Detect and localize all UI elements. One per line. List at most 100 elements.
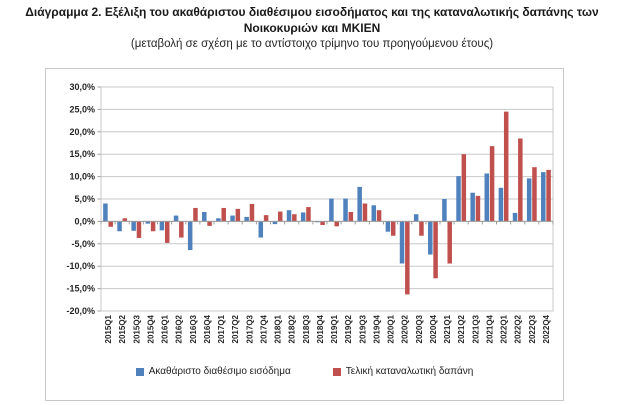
bar-consumption-2017Q2	[235, 208, 241, 222]
x-axis-label: 2018Q1	[274, 314, 283, 343]
bar-consumption-2016Q3	[193, 207, 198, 222]
bar-income-2020Q4	[428, 221, 433, 255]
x-axis-label: 2021Q3	[471, 314, 480, 343]
bar-consumption-2022Q2	[518, 138, 523, 222]
bar-consumption-2018Q3	[306, 207, 311, 222]
chart-legend: Ακαθάριστο διαθέσιμο εισόδημα Τελική κατ…	[46, 366, 563, 377]
bar-consumption-2018Q4	[320, 221, 325, 225]
y-axis-label: 20,0%	[69, 127, 95, 137]
bar-income-2020Q3	[413, 214, 419, 222]
bar-income-2022Q3	[526, 178, 532, 222]
bar-income-2021Q4	[484, 173, 490, 222]
bar-chart-plot: 30,0% 25,0% 20,0% 15,0% 10,0% 5,0% 0,0% -5,0% -1…	[66, 82, 554, 343]
x-axis-label: 2021Q1	[443, 314, 452, 343]
chart-header: Διάγραμμα 2. Εξέλιξη του ακαθάριστου δια…	[0, 4, 624, 52]
bar-income-2019Q2	[343, 198, 348, 222]
x-axis-label: 2021Q4	[485, 314, 494, 343]
x-axis-label: 2020Q4	[429, 314, 438, 343]
bar-income-2017Q3	[244, 216, 249, 222]
bar-consumption-2017Q1	[221, 207, 226, 222]
x-axis-label: 2019Q3	[358, 314, 367, 343]
x-axis-label: 2020Q3	[415, 314, 424, 343]
x-axis-label: 2021Q2	[457, 314, 466, 343]
bar-consumption-2019Q3	[362, 203, 368, 222]
y-axis-label: 10,0%	[69, 172, 95, 182]
x-axis-label: 2019Q2	[344, 314, 353, 343]
y-axis-label: 15,0%	[69, 149, 95, 159]
bar-consumption-2015Q4	[150, 221, 156, 232]
y-axis-label: -20,0%	[66, 306, 95, 316]
bar-consumption-2018Q2	[292, 214, 297, 222]
x-axis-label: 2017Q2	[231, 314, 240, 343]
bar-consumption-2020Q4	[433, 221, 438, 279]
chart-title-line1: Διάγραμμα 2. Εξέλιξη του ακαθάριστου δια…	[25, 5, 599, 19]
bar-income-2018Q3	[300, 212, 306, 222]
y-axis-label: 30,0%	[69, 82, 95, 92]
bar-consumption-2015Q1	[108, 221, 113, 227]
bar-consumption-2015Q2	[122, 218, 128, 222]
bar-income-2021Q1	[442, 199, 447, 222]
bar-consumption-2017Q4	[263, 215, 269, 222]
bar-income-2020Q1	[385, 221, 391, 232]
bar-income-2018Q2	[286, 210, 292, 222]
x-axis-label: 2018Q2	[288, 314, 297, 343]
bar-income-2021Q2	[456, 176, 461, 222]
bar-consumption-2020Q1	[390, 221, 396, 236]
bar-consumption-2018Q1	[277, 211, 283, 222]
bar-income-2019Q3	[357, 186, 362, 222]
consumption-legend-swatch-icon	[332, 367, 341, 376]
bar-consumption-2021Q1	[447, 221, 452, 264]
x-axis-label: 2016Q2	[175, 314, 184, 343]
legend-item-consumption: Τελική καταναλωτική δαπάνη	[332, 366, 474, 377]
x-axis-label: 2022Q4	[542, 314, 551, 343]
bar-consumption-2019Q2	[348, 211, 354, 222]
x-axis-label: 2019Q1	[330, 314, 339, 343]
legend-label-consumption: Τελική καταναλωτική δαπάνη	[345, 366, 474, 377]
bar-consumption-2016Q4	[207, 221, 212, 226]
x-axis-label: 2020Q2	[401, 314, 410, 343]
bar-income-2017Q4	[258, 221, 264, 238]
x-axis-label: 2022Q2	[514, 314, 523, 343]
y-axis-label: 25,0%	[69, 104, 95, 114]
x-axis-label: 2015Q1	[104, 314, 113, 343]
x-axis-label: 2017Q3	[245, 314, 254, 343]
bar-consumption-2021Q3	[475, 195, 481, 222]
bar-consumption-2017Q3	[249, 203, 255, 222]
bar-income-2018Q1	[272, 221, 278, 225]
chart-subtitle: (μεταβολή σε σχέση με το αντίστοιχο τρίμ…	[130, 38, 494, 50]
x-axis-label: 2017Q1	[217, 314, 226, 343]
chart-area: 30,0% 25,0% 20,0% 15,0% 10,0% 5,0% 0,0% -5,0% -1…	[45, 68, 564, 401]
chart-title-line2: Νοικοκυριών και ΜΚΙΕΝ	[243, 21, 381, 35]
x-axis-label: 2015Q2	[118, 314, 127, 343]
bar-income-2021Q3	[470, 192, 475, 222]
x-axis-label: 2016Q3	[189, 314, 198, 343]
x-axis-label: 2018Q4	[316, 314, 325, 343]
y-axis-label: 5,0%	[74, 194, 95, 204]
bar-consumption-2022Q4	[546, 169, 551, 222]
bar-consumption-2022Q1	[503, 111, 509, 222]
bar-income-2019Q1	[329, 198, 334, 222]
bar-consumption-2022Q3	[532, 167, 537, 222]
bar-income-2019Q4	[371, 205, 377, 222]
legend-item-income: Ακαθάριστο διαθέσιμο εισόδημα	[135, 366, 291, 377]
x-axis-label: 2020Q1	[387, 314, 396, 343]
income-legend-swatch-icon	[135, 367, 144, 376]
x-axis-label: 2017Q4	[259, 314, 268, 343]
bar-income-2020Q2	[399, 221, 405, 264]
y-axis-label: -10,0%	[66, 261, 95, 271]
bar-consumption-2021Q2	[461, 154, 467, 222]
y-axis-label: -5,0%	[71, 239, 95, 249]
bar-income-2022Q4	[541, 172, 546, 222]
bar-consumption-2015Q3	[136, 221, 142, 238]
x-axis-label: 2015Q3	[132, 314, 141, 343]
bar-consumption-2016Q1	[164, 221, 170, 243]
x-axis-label: 2016Q4	[203, 314, 212, 343]
bar-income-2016Q3	[187, 221, 193, 251]
bar-income-2022Q2	[512, 212, 518, 222]
bar-consumption-2019Q1	[334, 221, 339, 227]
bar-income-2016Q1	[159, 221, 165, 231]
bar-income-2017Q2	[230, 215, 235, 222]
bar-income-2015Q1	[103, 203, 108, 222]
bar-income-2017Q1	[216, 218, 221, 222]
